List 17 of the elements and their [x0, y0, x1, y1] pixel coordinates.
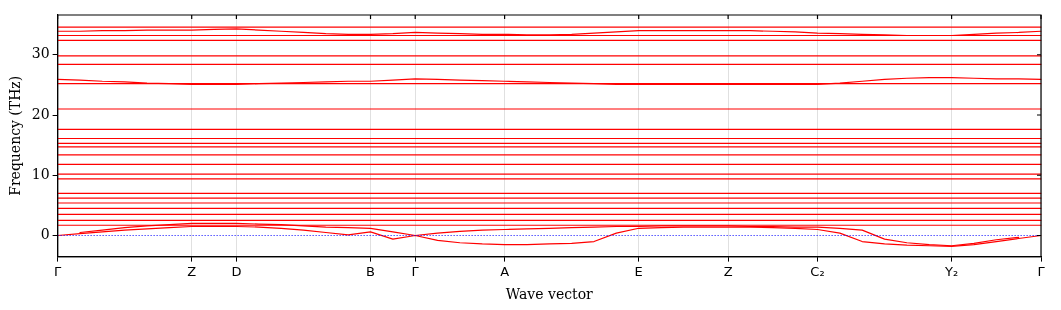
y-tick-label: 10: [31, 165, 50, 182]
x-tick-label: A: [500, 263, 510, 279]
x-tick-label: E: [634, 263, 643, 279]
x-tick-label: C₂: [810, 263, 825, 279]
y-tick-label: 0: [40, 226, 50, 243]
x-tick-label: Z: [723, 263, 733, 279]
x-tick-label: Γ: [411, 263, 420, 279]
y-tick-label: 20: [31, 105, 50, 122]
x-tick-label: Γ: [1037, 263, 1046, 279]
x-tick-label: Z: [187, 263, 197, 279]
y-tick-label: 30: [31, 45, 50, 62]
x-tick-label: Γ: [53, 263, 62, 279]
x-tick-label: Y₂: [944, 263, 959, 279]
x-axis-title: Wave vector: [505, 286, 594, 303]
y-axis-title: Frequency (THz): [7, 75, 24, 196]
x-tick-label: B: [366, 263, 375, 279]
x-tick-label: D: [231, 263, 242, 279]
